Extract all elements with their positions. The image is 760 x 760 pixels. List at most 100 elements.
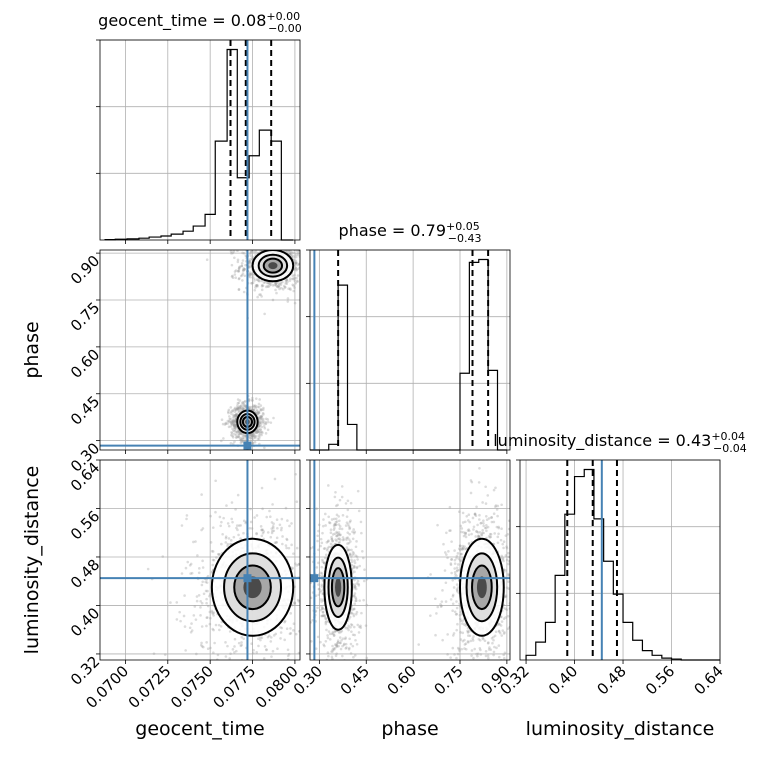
- sample-point: [327, 630, 331, 633]
- sample-point: [489, 648, 493, 651]
- sample-point: [323, 547, 327, 550]
- sample-point: [259, 430, 262, 434]
- sample-point: [341, 536, 345, 539]
- sample-point: [253, 435, 257, 438]
- sample-point: [237, 408, 240, 412]
- sample-point: [256, 430, 259, 433]
- sample-point: [319, 598, 323, 601]
- sample-point: [457, 547, 461, 551]
- sample-point: [234, 430, 238, 434]
- sample-point: [306, 598, 309, 601]
- sample-point: [458, 510, 461, 514]
- sample-point: [261, 411, 265, 415]
- sample-point: [456, 563, 460, 566]
- sample-point: [474, 514, 478, 518]
- sample-point: [205, 624, 208, 628]
- sample-point: [242, 406, 245, 410]
- sample-point: [235, 524, 239, 527]
- sample-point: [276, 285, 280, 289]
- panel-frame: [519, 459, 721, 661]
- sample-point: [226, 422, 229, 425]
- sample-point: [190, 571, 194, 575]
- sample-point: [471, 637, 475, 640]
- sample-point: [365, 603, 369, 607]
- contour: [257, 253, 289, 278]
- sample-point: [285, 538, 289, 542]
- y-axis-label-phase: phase: [21, 321, 43, 378]
- sample-point: [317, 529, 320, 533]
- sample-point: [436, 605, 440, 609]
- sample-point: [231, 648, 235, 651]
- sample-point: [259, 247, 262, 250]
- sample-point: [183, 625, 187, 628]
- sample-point: [238, 406, 241, 409]
- sample-point: [258, 424, 262, 428]
- sample-point: [347, 624, 350, 628]
- sample-point: [293, 286, 296, 289]
- sample-point: [445, 531, 448, 535]
- sample-point: [461, 622, 464, 625]
- sample-point: [461, 547, 464, 551]
- sample-point: [292, 662, 295, 665]
- sample-point: [501, 557, 505, 560]
- sample-point: [244, 404, 247, 408]
- sample-point: [487, 648, 491, 651]
- sample-point: [469, 491, 473, 495]
- sample-point: [231, 427, 234, 431]
- sample-point: [242, 436, 246, 440]
- sample-point: [263, 312, 266, 316]
- sample-point: [222, 437, 225, 440]
- sample-point: [461, 548, 464, 551]
- sample-point: [258, 420, 262, 424]
- contour: [327, 556, 349, 618]
- sample-point: [205, 641, 208, 644]
- sample-point: [263, 645, 267, 648]
- sample-point: [324, 512, 327, 516]
- sample-point: [353, 584, 357, 588]
- sample-point: [240, 406, 243, 410]
- sample-point: [294, 266, 297, 269]
- sample-point: [277, 246, 280, 249]
- sample-point: [500, 554, 504, 558]
- sample-point: [493, 532, 496, 535]
- sample-point: [189, 572, 192, 575]
- sample-point: [293, 245, 296, 248]
- sample-point: [344, 524, 348, 527]
- sample-point: [218, 628, 221, 632]
- sample-point: [477, 689, 480, 692]
- sample-point: [289, 631, 293, 635]
- sample-point: [485, 523, 488, 527]
- sample-point: [319, 574, 322, 578]
- x-tick-label: 0.48: [594, 662, 630, 698]
- sample-point: [317, 587, 321, 591]
- sample-point: [460, 647, 464, 651]
- sample-point: [252, 435, 256, 439]
- sample-point: [352, 566, 356, 569]
- sample-point: [290, 522, 293, 525]
- sample-point: [451, 634, 455, 637]
- sample-point: [293, 273, 296, 277]
- sample-point: [469, 639, 473, 643]
- sample-point: [362, 598, 365, 602]
- sample-point: [502, 559, 505, 563]
- sample-point: [239, 524, 242, 527]
- sample-point: [240, 264, 244, 268]
- sample-point: [354, 554, 358, 557]
- sample-point: [335, 645, 339, 648]
- sample-point: [275, 245, 278, 248]
- sample-point: [481, 661, 484, 664]
- sample-point: [451, 578, 455, 582]
- sample-point: [334, 654, 338, 657]
- sample-point: [251, 434, 255, 438]
- sample-point: [284, 506, 288, 510]
- sample-point: [255, 651, 259, 654]
- sample-point: [219, 524, 222, 528]
- sample-point: [497, 526, 501, 530]
- sample-point: [301, 661, 304, 664]
- sample-point: [251, 433, 254, 437]
- sample-point: [235, 406, 239, 409]
- sample-point: [287, 250, 291, 253]
- y-tick-label: 0.45: [67, 392, 103, 428]
- sample-point: [487, 517, 491, 520]
- sample-point: [211, 612, 215, 615]
